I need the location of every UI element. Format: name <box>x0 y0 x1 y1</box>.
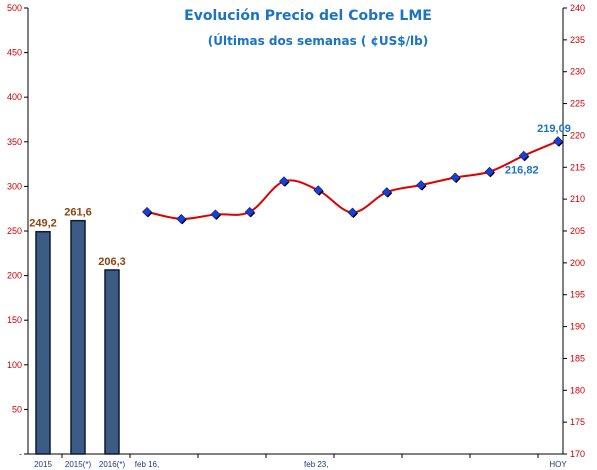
line-data-label: 219,09 <box>537 123 571 135</box>
bar-data-label: 206,3 <box>98 256 126 268</box>
point-marker <box>381 187 392 198</box>
line-x-tick-label: feb 16, <box>135 460 159 469</box>
right-tick-label: 235 <box>570 35 585 45</box>
right-tick-label: 205 <box>570 226 585 236</box>
left-tick-label: 300 <box>7 181 22 191</box>
bar-data-label: 249,2 <box>29 218 57 230</box>
left-tick-label: 400 <box>7 92 22 102</box>
bar <box>104 269 120 455</box>
bar-category-label: 2015 <box>34 460 52 469</box>
left-tick-label: 500 <box>7 3 22 13</box>
point-marker <box>347 207 358 218</box>
point-marker <box>416 180 426 191</box>
bar-data-label: 261,6 <box>64 207 92 219</box>
right-tick-label: 200 <box>570 258 585 268</box>
point-marker <box>450 172 461 183</box>
right-tick-label: 210 <box>570 194 585 204</box>
right-tick-label: 220 <box>570 130 585 140</box>
right-tick-label: 180 <box>570 385 585 395</box>
line-x-tick-label: HOY <box>549 460 567 469</box>
bar <box>35 230 51 455</box>
bar-series: 249,2 2015 261,6 2015(*) 206,3 2016(*) <box>29 207 126 469</box>
point-marker <box>484 166 495 177</box>
right-tick-label: 175 <box>570 417 585 427</box>
left-tick-label: 250 <box>7 226 22 236</box>
line-data-label: 216,82 <box>505 165 539 177</box>
chart-subtitle: (Últimas dos semanas ( ¢US$/lb) <box>208 33 428 48</box>
left-tick-label: 450 <box>7 48 22 58</box>
left-tick-label: 50 <box>12 404 22 414</box>
line-x-tick-label: feb 23, <box>304 460 328 469</box>
left-tick-label: 150 <box>7 315 22 325</box>
point-marker <box>518 150 529 161</box>
left-tick-label: 350 <box>7 137 22 147</box>
right-tick-label: 170 <box>570 449 585 459</box>
right-tick-label: 190 <box>570 322 585 332</box>
right-tick-label: 230 <box>570 67 585 77</box>
chart-title: Evolución Precio del Cobre LME <box>184 8 432 24</box>
point-marker <box>210 209 221 220</box>
bar <box>70 219 86 455</box>
bar-category-label: 2016(*) <box>99 460 126 469</box>
price-line <box>146 140 559 220</box>
point-marker <box>244 206 255 217</box>
point-marker <box>279 176 289 187</box>
left-tick-label: 200 <box>7 271 22 281</box>
line-series: 216,82 219,09 feb 16, feb 23, HOY <box>135 123 571 469</box>
point-marker <box>313 185 324 196</box>
axes: - 50 100 150 200 250 300 350 400 450 500 170 175 180 1… <box>7 3 585 459</box>
point-marker <box>553 136 563 147</box>
left-tick-label: - <box>19 449 22 459</box>
bar-category-label: 2015(*) <box>65 460 92 469</box>
right-tick-label: 185 <box>570 353 585 363</box>
left-tick-label: 100 <box>7 360 22 370</box>
right-tick-label: 225 <box>570 99 585 109</box>
point-marker <box>142 206 152 217</box>
point-marker <box>176 213 187 224</box>
right-tick-label: 240 <box>570 3 585 13</box>
right-tick-label: 195 <box>570 290 585 300</box>
right-tick-label: 215 <box>570 162 585 172</box>
